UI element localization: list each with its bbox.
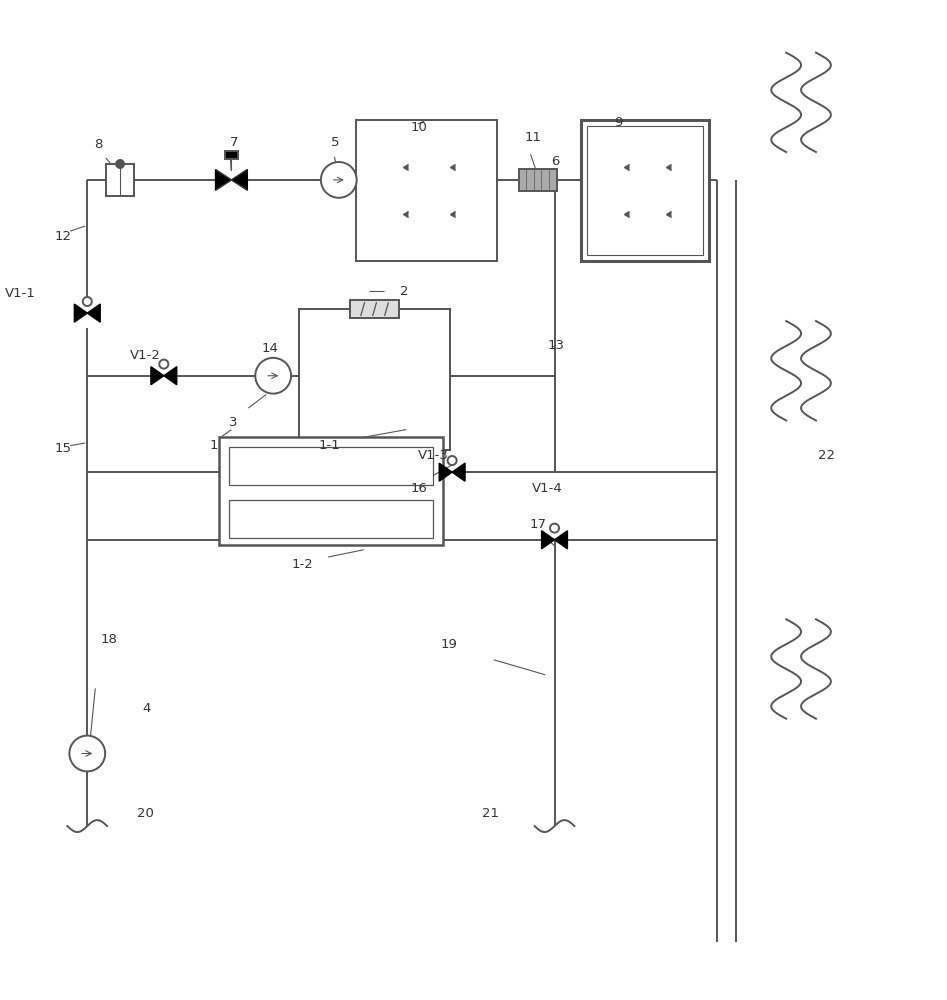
Text: 2: 2 — [401, 285, 409, 298]
Text: 14: 14 — [261, 342, 278, 355]
Text: V1-1: V1-1 — [5, 287, 36, 300]
Bar — [225, 151, 238, 159]
Text: 19: 19 — [440, 638, 457, 651]
Circle shape — [69, 736, 105, 771]
Polygon shape — [164, 367, 177, 385]
Text: 22: 22 — [818, 449, 835, 462]
Polygon shape — [452, 463, 465, 481]
Polygon shape — [75, 304, 87, 322]
Polygon shape — [542, 531, 555, 549]
Bar — [519, 169, 557, 191]
Bar — [356, 120, 497, 261]
Text: 1-2: 1-2 — [291, 558, 313, 571]
Text: 9: 9 — [615, 116, 622, 129]
Text: 21: 21 — [482, 807, 499, 820]
Bar — [349, 300, 400, 318]
Text: 6: 6 — [551, 155, 560, 168]
Text: 16: 16 — [410, 482, 427, 495]
Bar — [587, 126, 703, 255]
Text: V1-4: V1-4 — [531, 482, 563, 495]
Text: 5: 5 — [331, 136, 339, 149]
Text: 15: 15 — [55, 442, 71, 455]
Text: 1-1: 1-1 — [319, 439, 341, 452]
Bar — [299, 309, 450, 450]
Polygon shape — [231, 170, 247, 190]
Text: V1-3: V1-3 — [419, 449, 449, 462]
Text: 3: 3 — [229, 416, 238, 429]
Text: 17: 17 — [529, 518, 546, 531]
Text: 8: 8 — [95, 138, 102, 151]
Text: 11: 11 — [525, 131, 542, 144]
Polygon shape — [151, 367, 164, 385]
Text: 12: 12 — [55, 230, 71, 243]
Text: 13: 13 — [547, 339, 564, 352]
Circle shape — [159, 360, 169, 369]
Bar — [106, 164, 134, 196]
Circle shape — [256, 358, 291, 394]
Text: 20: 20 — [137, 807, 153, 820]
Text: V1-2: V1-2 — [130, 349, 161, 362]
Polygon shape — [87, 304, 100, 322]
Bar — [229, 447, 433, 485]
Polygon shape — [555, 531, 567, 549]
Circle shape — [550, 524, 559, 533]
Bar — [581, 120, 708, 261]
Circle shape — [82, 297, 92, 306]
Circle shape — [448, 456, 456, 465]
Text: 1: 1 — [209, 439, 218, 452]
Bar — [299, 309, 450, 450]
Bar — [229, 500, 433, 538]
Circle shape — [116, 160, 124, 168]
Text: 4: 4 — [142, 702, 151, 715]
Text: 10: 10 — [410, 121, 427, 134]
Text: 7: 7 — [229, 136, 238, 149]
Polygon shape — [216, 170, 231, 190]
Bar — [220, 437, 443, 545]
Text: 18: 18 — [100, 633, 117, 646]
Circle shape — [321, 162, 357, 198]
Polygon shape — [439, 463, 452, 481]
